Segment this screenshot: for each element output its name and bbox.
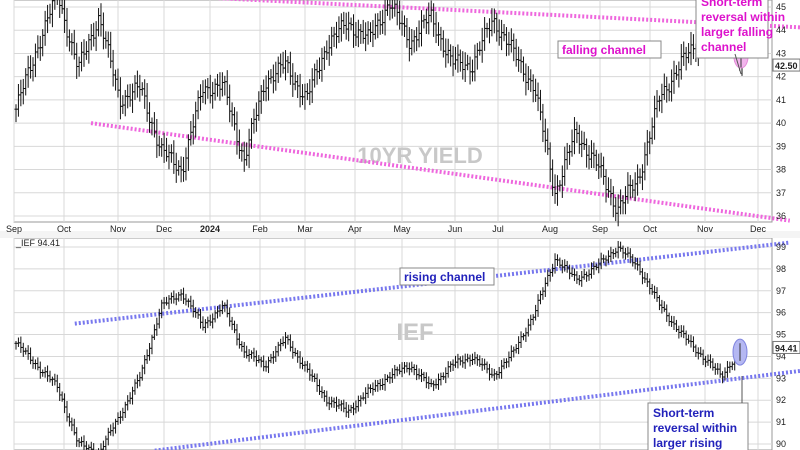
x-tick-label: Oct bbox=[57, 224, 72, 234]
bottom-callout-line: Short-term bbox=[653, 406, 714, 420]
y-tick-label: 45 bbox=[776, 2, 786, 12]
x-tick-label: 2024 bbox=[200, 224, 220, 234]
x-tick-label: May bbox=[393, 224, 411, 234]
y-tick-label: 93 bbox=[776, 373, 786, 383]
y-tick-label: 99 bbox=[776, 242, 786, 252]
x-tick-label: Sep bbox=[6, 224, 22, 234]
top-callout-line: larger falling bbox=[701, 25, 773, 39]
x-tick-label: Nov bbox=[110, 224, 127, 234]
y-tick-label: 43 bbox=[776, 48, 786, 58]
y-tick-label: 95 bbox=[776, 330, 786, 340]
top-callout-line: Short-term bbox=[701, 0, 762, 9]
top-watermark: 10YR YIELD bbox=[357, 143, 483, 168]
y-tick-label: 37 bbox=[776, 188, 786, 198]
x-tick-label: Dec bbox=[156, 224, 173, 234]
last-value-tag-box bbox=[772, 340, 800, 354]
y-tick-label: 40 bbox=[776, 118, 786, 128]
y-tick-label: 90 bbox=[776, 439, 786, 449]
y-tick-label: 98 bbox=[776, 264, 786, 274]
y-tick-label: 96 bbox=[776, 308, 786, 318]
y-tick-label: 44 bbox=[776, 25, 786, 35]
grid-layer bbox=[13, 0, 773, 450]
bottom-callout-line: reversal within bbox=[653, 421, 737, 435]
y-tick-label: 94 bbox=[776, 351, 786, 361]
last-value-tag: 94.41 bbox=[775, 343, 798, 353]
top-callout-line: reversal within bbox=[701, 10, 785, 24]
watermark-layer: 10YR YIELD IEF bbox=[357, 143, 483, 346]
rising-channel-label: rising channel bbox=[404, 270, 485, 284]
panel-frame bbox=[13, 0, 773, 223]
x-tick-label: Oct bbox=[643, 224, 658, 234]
rising-channel-label-box bbox=[399, 267, 495, 286]
falling-channel-label: falling channel bbox=[562, 43, 646, 57]
rising-channel-label-group: rising channel bbox=[399, 267, 495, 286]
x-tick-label: Dec bbox=[750, 224, 767, 234]
x-tick-label: Apr bbox=[348, 224, 362, 234]
top-callout-line: channel bbox=[701, 40, 746, 54]
y-tick-label: 39 bbox=[776, 141, 786, 151]
panel-frame bbox=[13, 237, 773, 450]
bottom-watermark: IEF bbox=[396, 319, 433, 346]
y-tick-label: 36 bbox=[776, 211, 786, 221]
last-value-tag-box bbox=[772, 58, 800, 72]
price-bars-layer bbox=[14, 0, 744, 450]
y-tick-label: 41 bbox=[776, 95, 786, 105]
y-tick-label: 92 bbox=[776, 395, 786, 405]
x-tick-label: Nov bbox=[697, 224, 714, 234]
x-tick-label: Aug bbox=[542, 224, 558, 234]
top-callout-box bbox=[695, 0, 769, 59]
last-value-tag: 42.50 bbox=[775, 61, 798, 71]
falling-channel-lower-line bbox=[90, 121, 791, 223]
price-bar bbox=[56, 0, 58, 5]
x-tick-label: Feb bbox=[252, 224, 268, 234]
bottom-callout-line: larger rising bbox=[653, 436, 722, 450]
top-callout-pointer bbox=[734, 53, 742, 75]
y-tick-label: 97 bbox=[776, 286, 786, 296]
falling-channel-label-group: falling channel bbox=[557, 40, 662, 59]
annotation-layer: 42.50 94.41 falling channel rising channel S… bbox=[399, 0, 800, 450]
ief-header-label: _IEF 94.41 bbox=[15, 238, 60, 248]
y-tick-label: 91 bbox=[776, 417, 786, 427]
y-tick-label: 42 bbox=[776, 72, 786, 82]
x-tick-label: Sep bbox=[592, 224, 608, 234]
panel-separator bbox=[0, 231, 800, 238]
x-tick-label: Jul bbox=[492, 224, 504, 234]
price-bar bbox=[53, 0, 56, 10]
x-tick-label: Jun bbox=[448, 224, 463, 234]
x-tick-label: Mar bbox=[297, 224, 313, 234]
price-bar bbox=[92, 443, 95, 450]
falling-channel-label-box bbox=[557, 40, 662, 59]
y-tick-label: 38 bbox=[776, 165, 786, 175]
bottom-callout-box bbox=[647, 402, 749, 450]
